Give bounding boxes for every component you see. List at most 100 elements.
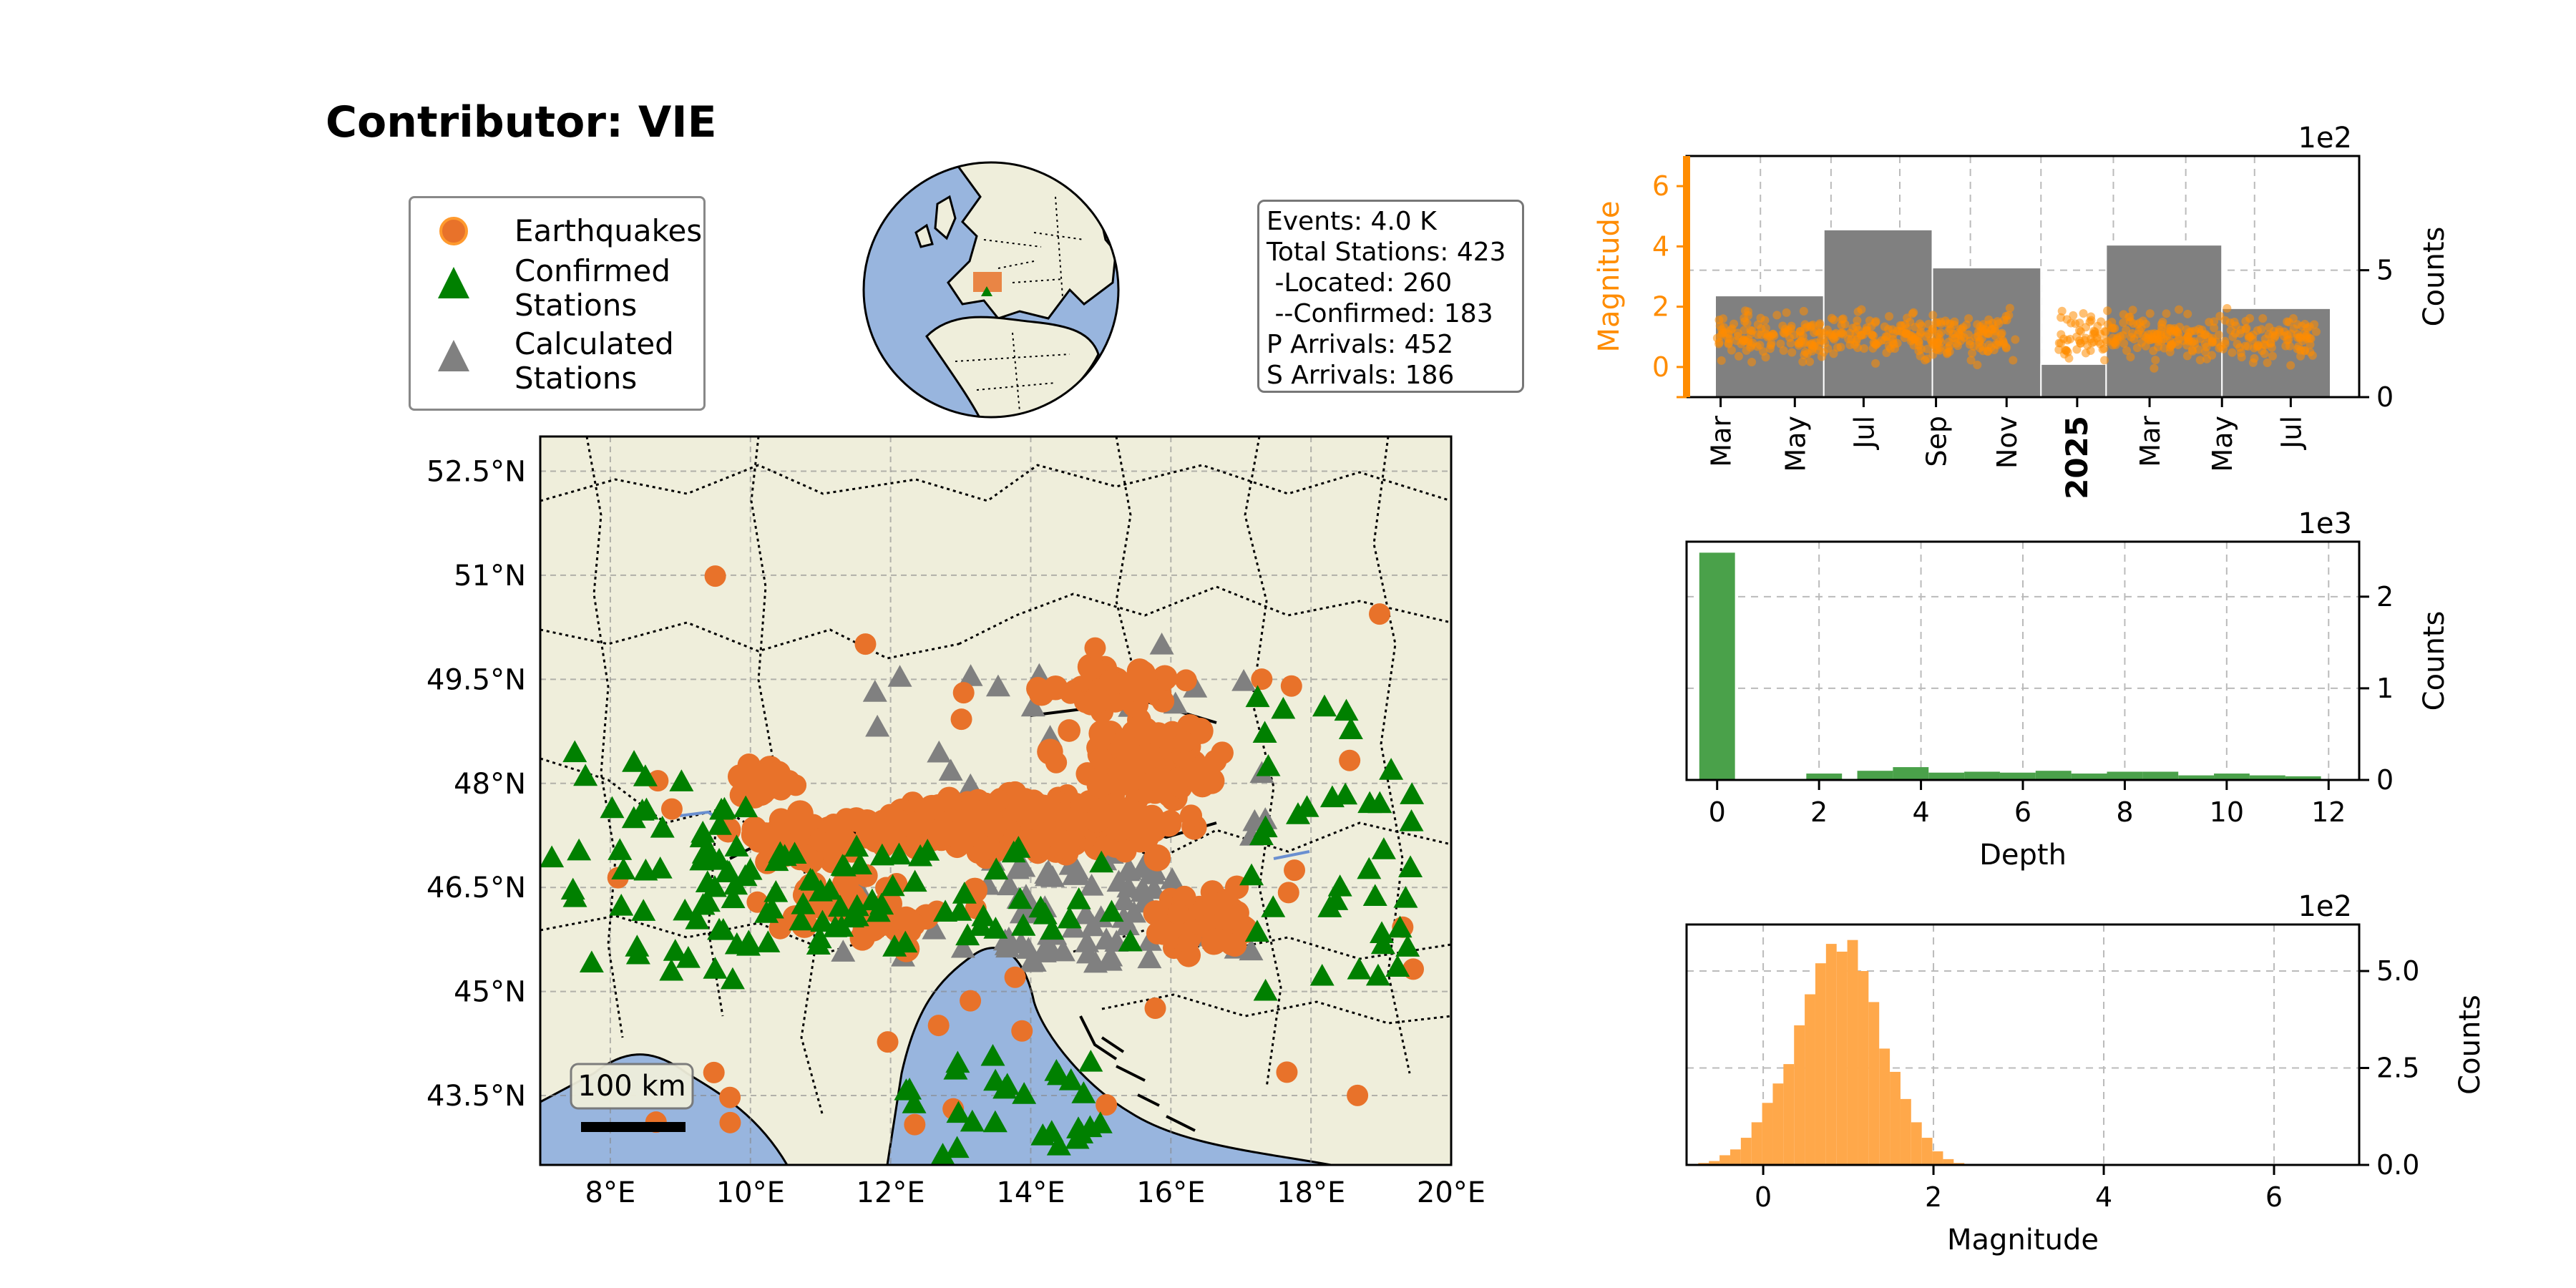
confirmed-station-point	[579, 950, 604, 973]
earthquake-point	[1251, 668, 1273, 691]
legend-label: Stations	[514, 361, 638, 396]
magnitude-point	[1776, 339, 1785, 348]
magnitude-point	[1836, 343, 1845, 352]
magnitude-point	[1931, 318, 1941, 327]
magnitude-point	[1815, 321, 1824, 330]
earthquake-point	[1177, 932, 1199, 954]
magnitude-point	[1943, 343, 1953, 353]
earthquake-point	[1045, 751, 1068, 774]
magnitude-point	[2157, 323, 2167, 333]
magnitude-point	[1966, 356, 1976, 365]
calculated-station-point	[1149, 633, 1174, 655]
calculated-station-point	[1098, 948, 1123, 971]
calculated-station-point	[1005, 857, 1030, 879]
map-lat-tick-label: 45°N	[454, 976, 526, 1009]
earthquake-point	[1083, 686, 1111, 713]
confirmed-station-point	[622, 750, 647, 772]
mag-ytick-label: 5.0	[2376, 955, 2419, 987]
magnitude-point	[1779, 346, 1788, 355]
mag-ylabel: Counts	[2454, 995, 2487, 1095]
stats-s-arrivals: S Arrivals: 186	[1267, 361, 1455, 390]
confirmed-station-point	[947, 899, 972, 921]
magnitude-point	[1870, 339, 1879, 348]
confirmed-station-point	[887, 842, 912, 865]
magnitude-point	[2305, 333, 2314, 343]
confirmed-station-point	[1400, 782, 1425, 804]
calculated-station-point	[1075, 941, 1101, 964]
magnitude-point	[2107, 318, 2117, 327]
magnitude-point	[1746, 326, 1755, 335]
magnitude-point	[2225, 318, 2235, 327]
magnitude-point	[2196, 334, 2205, 343]
magnitude-point	[2226, 326, 2235, 335]
earthquake-point	[900, 814, 925, 839]
earthquake-point	[1021, 796, 1043, 818]
earthquake-point	[856, 826, 879, 849]
magnitude-point	[2172, 327, 2182, 336]
confirmed-station-point	[1365, 963, 1390, 986]
mag-ytick-label: 0.0	[2376, 1149, 2419, 1181]
depth-ytick-label: 2	[2376, 581, 2394, 613]
confirmed-station-point	[675, 946, 701, 968]
magnitude-point	[1888, 338, 1898, 347]
earthquake-point	[956, 808, 978, 830]
earthquake-point	[746, 891, 769, 913]
confirmed-station-point	[1253, 815, 1278, 838]
magnitude-point	[2145, 309, 2155, 318]
calculated-station-point	[950, 935, 975, 958]
confirmed-station-point	[1379, 758, 1404, 780]
magnitude-point	[2054, 338, 2064, 348]
magnitude-point	[2075, 336, 2084, 346]
magnitude-point	[2133, 330, 2142, 339]
confirmed-station-point	[691, 821, 716, 843]
confirmed-station-point	[633, 858, 658, 881]
magnitude-point	[1871, 358, 1880, 368]
magnitude-point	[2156, 331, 2165, 340]
magnitude-point	[1977, 341, 1986, 351]
magnitude-point	[1741, 336, 1750, 346]
calculated-station-point	[1009, 901, 1034, 924]
magnitude-point	[2057, 306, 2067, 316]
magnitude-histogram-chart: 0 2 4 6 0.0 2.5 5.0 Magnitude Counts 1e2	[1685, 890, 2487, 1257]
mag-bar	[1805, 994, 1815, 1165]
scale-bar	[581, 1122, 686, 1132]
confirmed-station-point	[807, 926, 832, 949]
magnitude-point	[2093, 321, 2102, 331]
magnitude-point	[2069, 311, 2078, 320]
calculated-station-point	[1137, 946, 1162, 969]
magnitude-point	[1838, 328, 1847, 337]
magnitude-point	[2127, 333, 2136, 342]
confirmed-station-point	[943, 1057, 968, 1080]
magnitude-point	[2151, 356, 2160, 365]
confirmed-station-point	[1099, 899, 1124, 922]
earthquake-point	[1011, 1020, 1033, 1042]
magnitude-point	[2228, 332, 2238, 341]
timeline-xtick-label: Mar	[2135, 416, 2166, 467]
depth-xtick-label: 8	[2116, 796, 2133, 828]
magnitude-point	[1747, 358, 1757, 367]
earthquake-point	[1347, 1084, 1369, 1106]
confirmed-station-point	[880, 874, 905, 897]
earthquake-point	[819, 831, 844, 855]
earthquake-point	[927, 1015, 950, 1037]
confirmed-station-point	[1398, 855, 1423, 877]
earthquake-point	[768, 821, 790, 844]
magnitude-point	[1782, 308, 1791, 317]
stats-box: Events: 4.0 K Total Stations: 423 -Locat…	[1257, 200, 1524, 393]
magnitude-point	[2284, 318, 2293, 327]
calculated-station-point	[1112, 888, 1137, 910]
magnitude-point	[2128, 306, 2137, 315]
magnitude-point	[1923, 344, 1932, 353]
magnitude-point	[2076, 327, 2085, 336]
confirmed-station-point	[733, 795, 758, 818]
magnitude-point	[1763, 331, 1772, 341]
earthquake-point	[1084, 637, 1106, 659]
earthquake-point	[1089, 747, 1113, 771]
earthquake-point	[1059, 682, 1081, 704]
depth-bar	[1857, 771, 1893, 780]
magnitude-point	[2119, 339, 2129, 348]
magnitude-point	[2310, 320, 2319, 329]
main-map: 8°E 10°E 12°E 14°E 16°E 18°E 20°E 52.5°N 51°N 49.…	[426, 435, 1485, 1209]
magnitude-point	[1742, 346, 1751, 355]
magnitude-point	[2250, 353, 2259, 363]
